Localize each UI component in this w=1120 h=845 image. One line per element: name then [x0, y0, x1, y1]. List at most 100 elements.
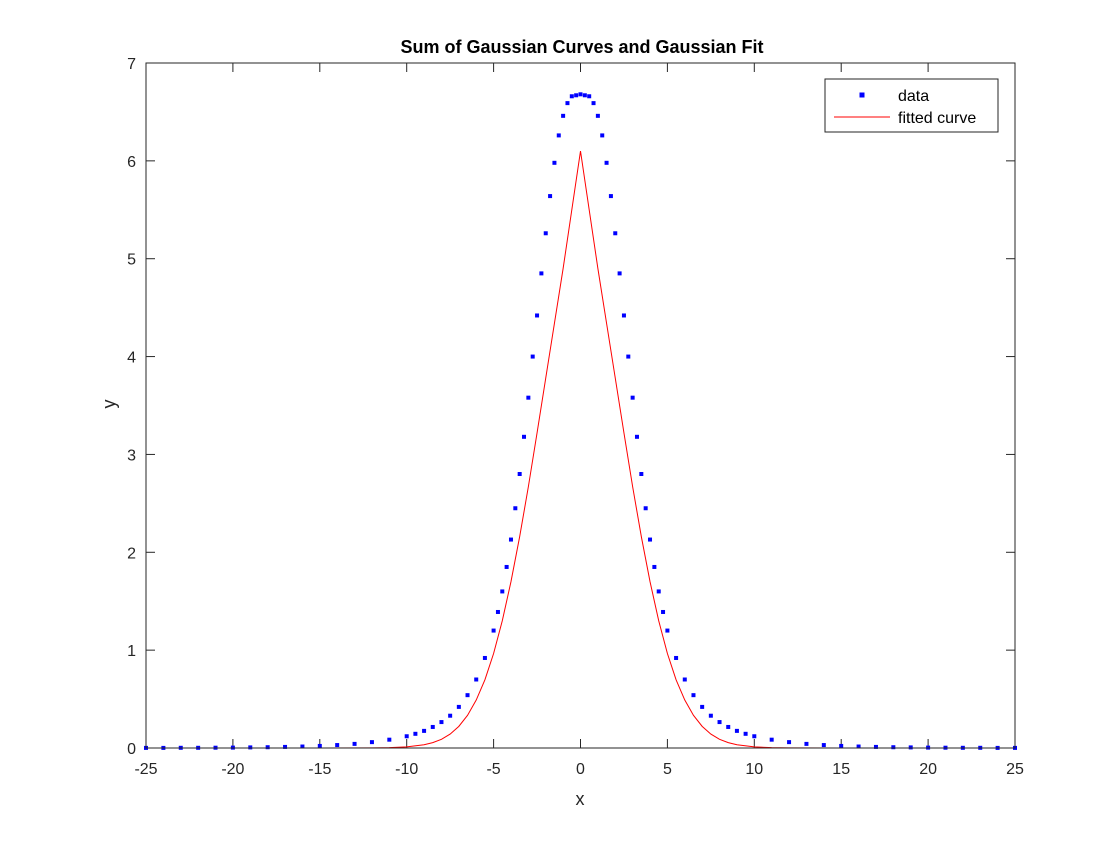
data-point	[548, 194, 553, 199]
data-point	[422, 728, 427, 733]
data-point	[352, 741, 357, 746]
data-point	[517, 472, 522, 476]
data-point	[535, 313, 540, 318]
data-point	[265, 745, 270, 750]
legend-label-data: data	[898, 88, 929, 105]
y-tick-label: 5	[127, 252, 136, 269]
data-point	[600, 133, 605, 138]
x-tick-label: 5	[663, 761, 672, 778]
data-point	[700, 704, 705, 709]
plot-area-border	[145, 62, 1016, 749]
data-point	[448, 713, 453, 718]
data-point	[530, 354, 535, 359]
data-point	[430, 724, 435, 729]
series-line-fitted-curve	[146, 150, 1015, 749]
data-point	[582, 93, 587, 98]
data-point	[387, 737, 392, 742]
data-point	[621, 313, 626, 318]
data-point	[665, 628, 670, 633]
data-point	[839, 743, 844, 748]
data-point	[578, 92, 583, 97]
data-point	[769, 737, 774, 742]
data-point	[743, 731, 748, 736]
data-point	[717, 720, 722, 725]
data-point	[656, 589, 661, 594]
data-point	[682, 677, 687, 682]
data-point	[248, 745, 253, 750]
legend-marker-data	[859, 92, 865, 98]
data-point	[617, 271, 622, 276]
data-point	[543, 231, 548, 236]
data-point	[595, 113, 600, 118]
data-point	[787, 740, 792, 745]
x-tick-label: -10	[395, 761, 418, 778]
x-tick-label: -5	[486, 761, 500, 778]
x-axis: -25 -20 -15 -10 -5 0 5 10 15 20 25	[134, 63, 1024, 778]
y-tick-label: 7	[127, 56, 136, 73]
data-point	[561, 113, 566, 118]
data-point	[613, 231, 618, 236]
data-point	[508, 537, 513, 542]
data-point	[456, 704, 461, 709]
x-tick-label: 0	[576, 761, 585, 778]
data-point	[574, 93, 579, 98]
data-point	[630, 395, 635, 400]
data-point	[587, 94, 592, 99]
x-tick-label: 20	[919, 761, 937, 778]
y-tick-label: 6	[127, 154, 136, 171]
data-point	[526, 395, 531, 400]
data-point	[556, 133, 561, 138]
data-point	[569, 94, 574, 99]
data-point	[652, 564, 657, 569]
y-tick-label: 1	[127, 643, 136, 660]
data-point	[482, 655, 487, 660]
x-tick-label: -20	[221, 761, 244, 778]
x-tick-label: 10	[745, 761, 763, 778]
data-point	[413, 731, 418, 736]
data-point	[648, 537, 653, 542]
data-point	[500, 589, 505, 594]
data-point	[513, 506, 518, 511]
data-point	[674, 655, 679, 660]
data-point	[369, 740, 374, 745]
data-point	[873, 744, 878, 749]
x-tick-label: -25	[134, 761, 157, 778]
legend: data fitted curve	[824, 78, 999, 133]
data-point	[300, 744, 305, 749]
data-point	[891, 745, 896, 750]
data-point	[565, 101, 570, 106]
data-point	[495, 609, 500, 614]
data-point	[856, 744, 861, 749]
plot-area	[146, 63, 1015, 748]
data-point	[335, 743, 340, 748]
data-point	[708, 713, 713, 718]
x-tick-label: -15	[308, 761, 331, 778]
data-point	[404, 734, 409, 739]
y-tick-label: 4	[127, 350, 136, 367]
data-point	[634, 434, 639, 439]
data-point	[439, 720, 444, 725]
y-tick-label: 0	[127, 741, 136, 758]
data-point	[908, 745, 913, 750]
x-tick-label: 25	[1006, 761, 1024, 778]
data-point	[661, 609, 666, 614]
data-point	[608, 194, 613, 199]
data-point	[465, 693, 470, 698]
x-axis-label: x	[576, 789, 585, 809]
data-point	[504, 564, 509, 569]
data-point	[552, 160, 557, 165]
x-tick-label: 15	[832, 761, 850, 778]
data-point	[591, 101, 596, 106]
data-point	[474, 677, 479, 682]
data-point	[643, 506, 648, 511]
data-point	[734, 728, 739, 733]
data-point	[626, 354, 631, 359]
data-point	[804, 741, 809, 746]
data-point	[752, 734, 757, 739]
data-point	[283, 744, 288, 749]
data-point	[726, 724, 731, 729]
legend-label-fitted-curve: fitted curve	[898, 110, 976, 127]
y-axis-label: y	[99, 400, 119, 409]
